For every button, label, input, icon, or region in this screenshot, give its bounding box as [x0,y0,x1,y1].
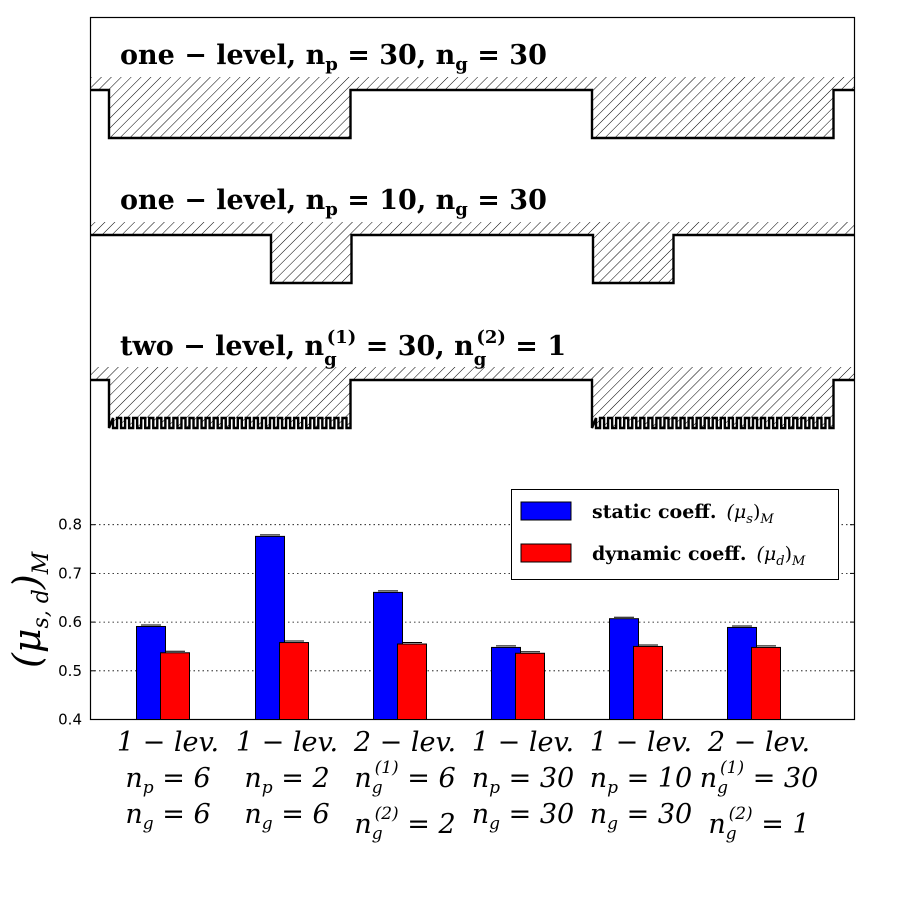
x-tick-label: ng(2) = 1 [708,804,809,844]
y-axis-ticks: 0.4 0.5 0.6 0.7 0.8 [58,516,855,729]
profile-title-two-level: two − level, ng(1) = 30, ng(2) = 1 [120,327,566,370]
y-tick-label: 0.4 [58,711,82,729]
bar-dynamic-2 [397,643,427,721]
x-tick-label: 2 − lev. [353,727,456,758]
profile-hatch-2 [90,367,855,428]
legend-label-dynamic: dynamic coeff. (μd)M [592,543,806,569]
profile-hatch-0 [90,77,855,138]
x-tick-label: ng(1) = 30 [700,758,819,798]
profile-title-one-level-30: one − level, np = 30, ng = 30 [120,40,547,75]
x-axis-category-labels: 1 − lev.np = 6ng = 61 − lev.np = 2ng = 6… [117,727,818,844]
surface-profiles [90,77,855,430]
x-tick-label: 1 − lev. [236,727,338,758]
x-tick-label: 2 − lev. [707,727,810,758]
y-gridlines [90,524,855,672]
legend-label-static: static coeff. (μs)M [592,501,774,527]
x-tick-label: np = 10 [590,763,692,798]
legend: static coeff. (μs)M dynamic coeff. (μd)M [511,489,839,580]
x-tick-label: 1 − lev. [117,727,219,758]
profile-outline-1 [90,233,855,285]
x-tick-label: 1 − lev. [472,727,574,758]
bar-dynamic-4 [633,645,663,721]
bar-dynamic-3 [515,652,545,721]
legend-swatch-static [520,501,572,521]
profile-outline-2 [90,378,855,430]
profile-outline-0 [90,88,855,140]
y-axis-label: (μs, d)M [5,551,54,668]
x-tick-label: ng = 30 [590,799,692,834]
x-tick-label: np = 30 [472,763,574,798]
bar-dynamic-5 [751,646,781,721]
y-tick-label: 0.8 [58,516,82,534]
y-tick-label: 0.7 [58,564,82,582]
profile-hatch-1 [90,222,855,283]
x-tick-label: ng = 6 [125,799,210,834]
x-tick-label: ng(2) = 2 [354,804,455,844]
legend-swatch-dynamic [520,543,572,563]
bar-dynamic-0 [160,652,190,721]
x-tick-label: 1 − lev. [590,727,692,758]
x-tick-label: ng = 6 [244,799,329,834]
x-tick-label: ng = 30 [472,799,574,834]
x-tick-label: ng(1) = 6 [354,758,455,798]
y-tick-label: 0.5 [58,662,82,680]
bar-dynamic-1 [279,642,309,721]
bars [136,534,781,721]
profile-title-one-level-10: one − level, np = 10, ng = 30 [120,185,547,220]
y-tick-label: 0.6 [58,613,82,631]
x-tick-label: np = 2 [244,763,329,798]
x-tick-label: np = 6 [125,763,210,798]
